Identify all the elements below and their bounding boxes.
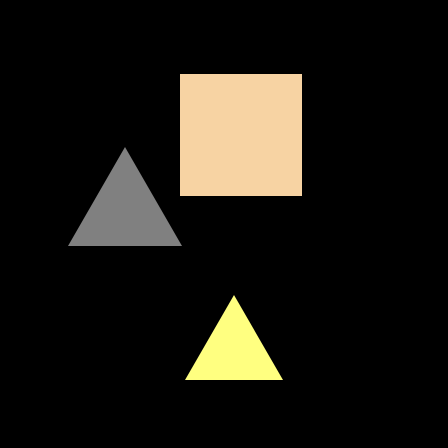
gray-triangle: [68, 147, 182, 246]
peach-square: [180, 74, 302, 196]
yellow-triangle: [185, 295, 283, 380]
